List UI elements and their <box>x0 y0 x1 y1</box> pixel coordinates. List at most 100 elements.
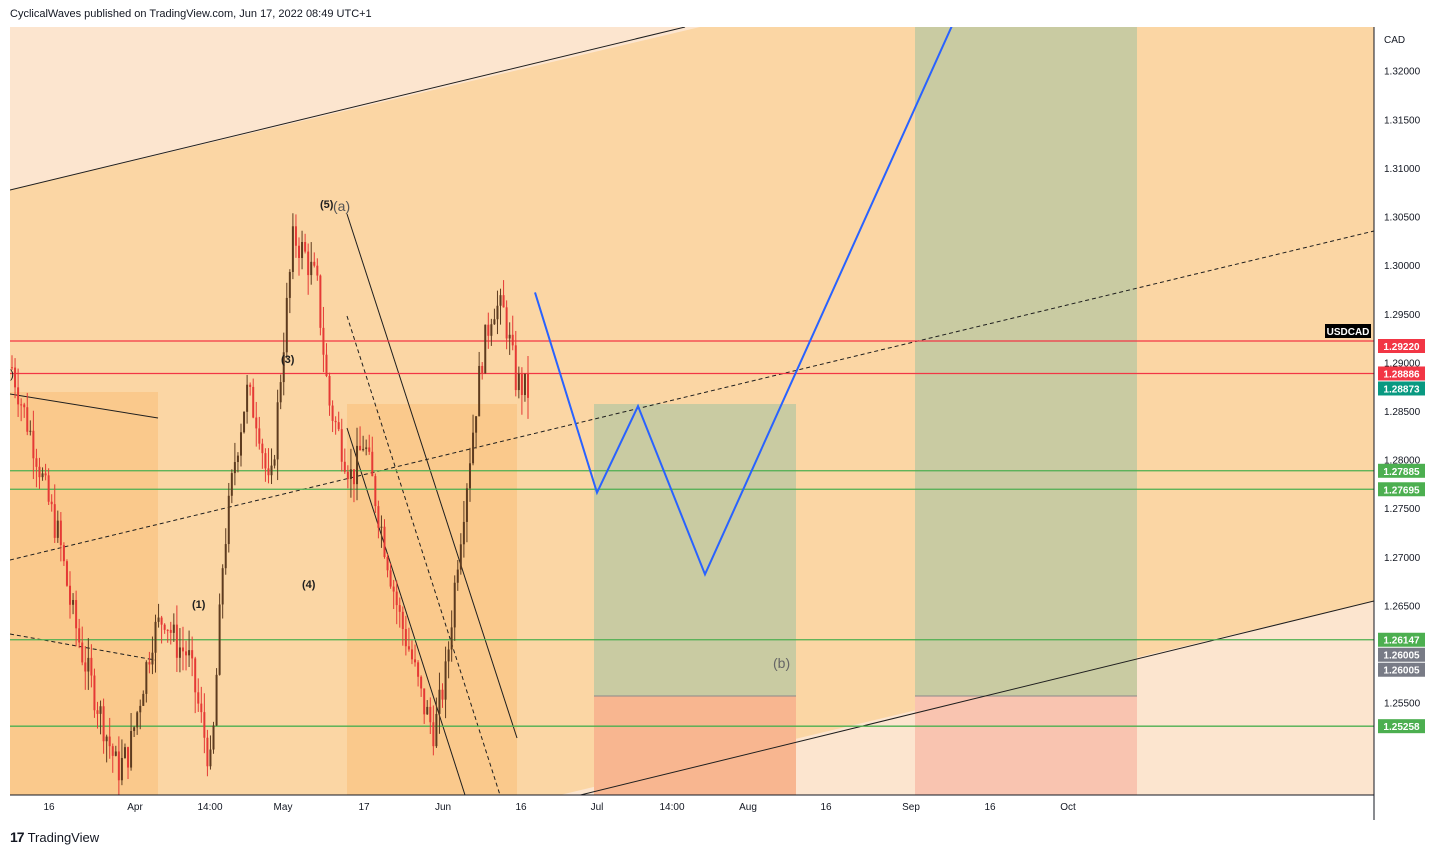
y-tick-label: 1.26500 <box>1384 601 1421 612</box>
forecast-path[interactable] <box>534 12 958 577</box>
candle-body <box>90 657 93 676</box>
candle-body <box>496 305 499 320</box>
candle-body <box>62 545 65 562</box>
dashed-trendline[interactable] <box>10 230 1374 561</box>
wave-label-partial: ) <box>10 367 14 381</box>
x-tick-label: Apr <box>127 802 143 813</box>
price-badge-bg <box>1325 324 1371 338</box>
candle-body <box>69 585 72 605</box>
wave-label-1: (1) <box>192 599 206 611</box>
lower-trendline[interactable] <box>560 600 1374 800</box>
candle-body <box>368 447 371 452</box>
candle-body <box>316 265 319 276</box>
candle-body <box>264 453 267 469</box>
candle-body <box>181 647 184 652</box>
candle-body <box>468 463 471 489</box>
left-channel-top[interactable] <box>10 393 159 419</box>
x-tick-label: 14:00 <box>659 802 684 813</box>
x-tick-label: May <box>274 802 293 813</box>
candle-body <box>389 570 392 587</box>
candle-body <box>78 628 81 643</box>
candle-body <box>505 307 508 339</box>
candle-body <box>371 451 374 477</box>
candle-body <box>175 624 178 658</box>
price-badge: 1.29220 <box>1383 342 1420 353</box>
candle-body <box>203 712 206 738</box>
candle-body <box>352 469 355 485</box>
tradingview-logo-icon: 17 <box>10 829 25 845</box>
candle-body <box>472 432 475 464</box>
candle-body <box>145 662 148 694</box>
plot-area[interactable]: (1) (3) (4) (5) (a) (b) ) <box>10 12 1374 800</box>
candle-body <box>243 411 246 433</box>
price-badge-bg <box>1378 482 1425 497</box>
y-tick-label: 1.27500 <box>1384 504 1421 515</box>
candle-body <box>215 674 218 726</box>
candle-body <box>282 352 285 383</box>
x-axis-ticks[interactable]: 16 Apr 14:00 May 17 Jun 16 Jul 14:00 Aug 16 Sep 16 Oc… <box>43 802 1076 813</box>
y-tick-label: 1.28000 <box>1384 456 1421 467</box>
candle-body <box>423 688 426 715</box>
price-badge-bg <box>1378 719 1425 734</box>
candle-body <box>26 407 29 432</box>
price-badge: 1.28873 <box>1383 384 1420 395</box>
y-tick-label: 1.29500 <box>1384 310 1421 321</box>
candle-body <box>365 447 368 449</box>
candle-body <box>392 586 395 592</box>
horizontal-levels[interactable] <box>10 340 1374 727</box>
candle-body <box>517 373 520 391</box>
price-badge-bg <box>1378 381 1425 396</box>
candle-body <box>133 727 136 732</box>
stop-zone-red <box>915 696 1137 795</box>
candle-body <box>395 591 398 606</box>
candle-body <box>191 650 194 659</box>
candle-body <box>362 448 365 451</box>
candle-body <box>160 617 163 625</box>
candle-body <box>426 706 429 715</box>
candle-body <box>349 469 352 480</box>
candle-body <box>230 473 233 496</box>
candle-body <box>343 461 346 472</box>
candle-body <box>11 367 13 369</box>
candle-body <box>14 367 17 388</box>
candle-body <box>276 402 279 460</box>
candle-body <box>172 624 175 633</box>
stop-zone-red <box>594 696 796 795</box>
x-tick-label: Jun <box>435 802 451 813</box>
candle-body <box>239 432 242 456</box>
candle-body <box>331 405 334 421</box>
price-badge-bg <box>1378 647 1425 662</box>
candle-body <box>383 526 386 557</box>
candle-body <box>218 604 221 675</box>
candle-body <box>59 520 62 546</box>
candle-body <box>185 651 188 656</box>
candle-body <box>511 334 514 346</box>
price-badge-bg <box>1378 632 1425 647</box>
candle-body <box>227 495 230 545</box>
candle-body <box>117 751 120 781</box>
candle-body <box>93 675 96 711</box>
candle-body <box>32 430 35 459</box>
price-badge: 1.25258 <box>1383 722 1420 733</box>
wave-label-a: (a) <box>333 198 350 214</box>
candle-body <box>270 465 273 476</box>
y-tick-label: 1.32000 <box>1384 67 1421 78</box>
candle-body <box>514 345 517 391</box>
candle-body <box>65 561 68 586</box>
candle-body <box>337 422 340 430</box>
candle-body <box>307 251 310 276</box>
x-tick-label: Aug <box>739 802 757 813</box>
upper-trendline[interactable] <box>10 27 686 191</box>
currency-label: CAD <box>1384 35 1405 46</box>
candle-body <box>508 334 511 339</box>
candle-body <box>490 324 493 336</box>
down-channel-upper[interactable] <box>346 213 518 739</box>
candle-body <box>429 706 432 723</box>
candle-body <box>325 354 328 376</box>
candle-body <box>346 471 349 480</box>
candle-body <box>273 459 276 466</box>
candle-body <box>462 521 465 545</box>
candle-body <box>456 569 459 583</box>
candle-body <box>288 271 291 298</box>
